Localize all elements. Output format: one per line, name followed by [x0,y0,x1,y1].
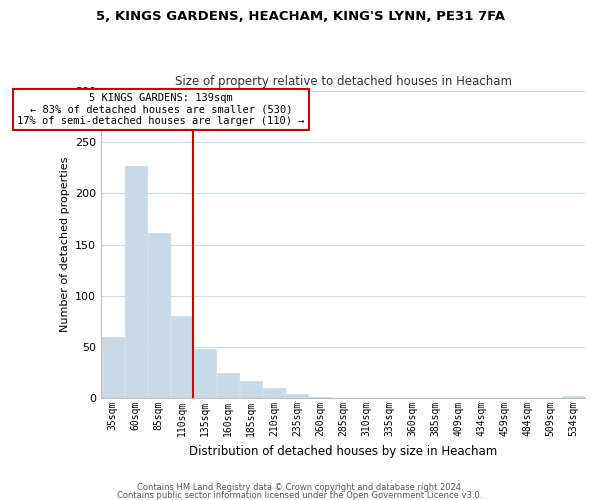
Text: 5 KINGS GARDENS: 139sqm
← 83% of detached houses are smaller (530)
17% of semi-d: 5 KINGS GARDENS: 139sqm ← 83% of detache… [17,93,305,126]
Bar [217,372,239,398]
Bar [309,397,331,398]
X-axis label: Distribution of detached houses by size in Heacham: Distribution of detached houses by size … [189,444,497,458]
Bar [194,349,216,398]
Bar [171,316,193,398]
Bar [263,388,285,398]
Y-axis label: Number of detached properties: Number of detached properties [59,157,70,332]
Text: Contains public sector information licensed under the Open Government Licence v3: Contains public sector information licen… [118,490,482,500]
Text: 5, KINGS GARDENS, HEACHAM, KING'S LYNN, PE31 7FA: 5, KINGS GARDENS, HEACHAM, KING'S LYNN, … [95,10,505,23]
Bar [125,166,146,398]
Bar [286,394,308,398]
Bar [148,234,170,398]
Bar [563,396,584,398]
Bar [240,380,262,398]
Bar [102,336,124,398]
Title: Size of property relative to detached houses in Heacham: Size of property relative to detached ho… [175,76,512,88]
Text: Contains HM Land Registry data © Crown copyright and database right 2024.: Contains HM Land Registry data © Crown c… [137,484,463,492]
